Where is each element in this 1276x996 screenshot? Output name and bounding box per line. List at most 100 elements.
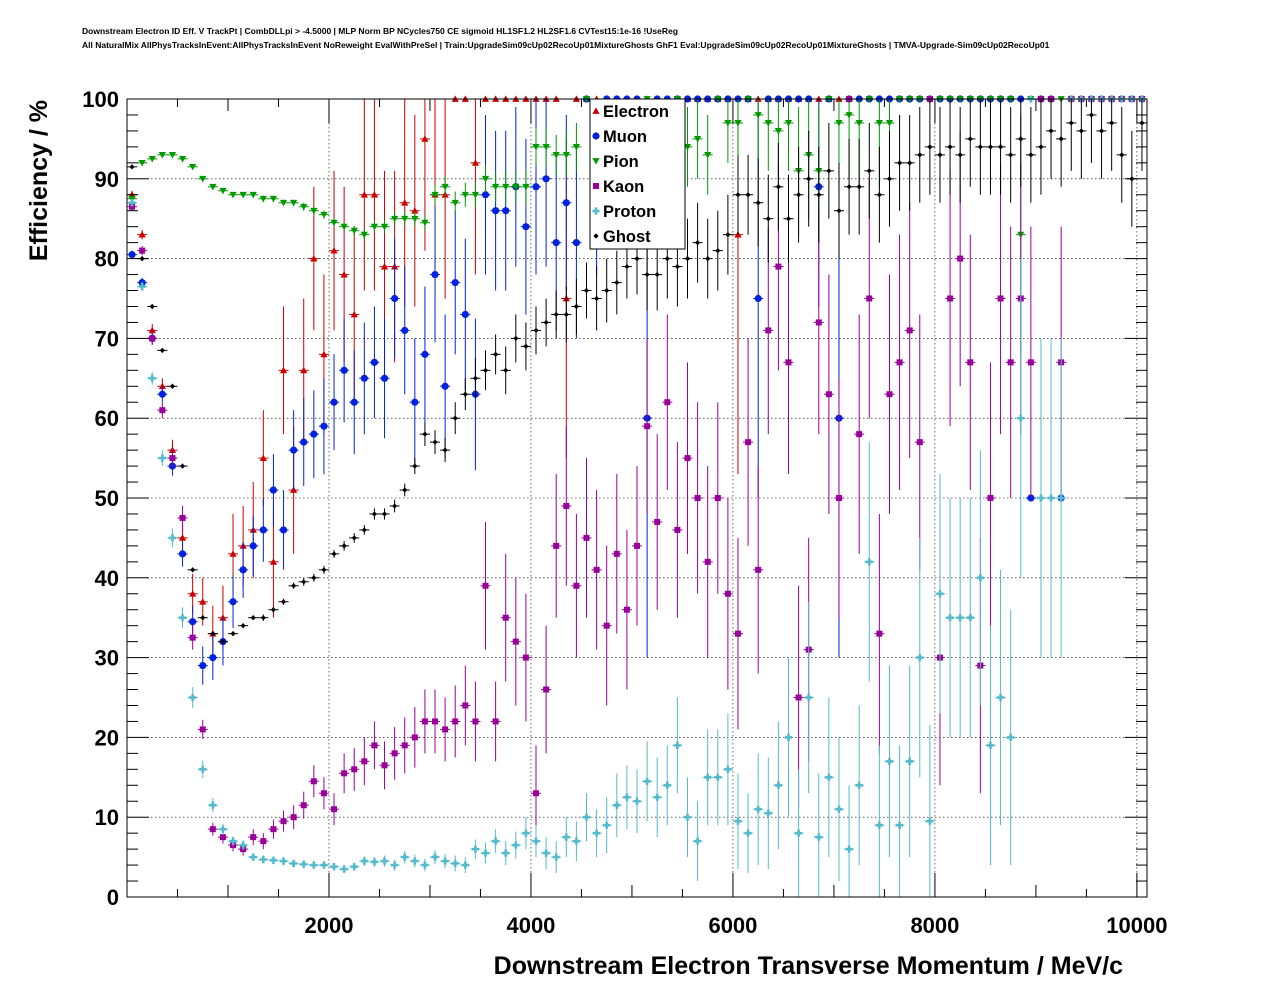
- proton-point: [744, 829, 752, 837]
- ghost-point: [200, 615, 206, 621]
- pion-point: [411, 215, 419, 223]
- electron-point: [421, 135, 429, 142]
- kaon-point: [825, 391, 832, 398]
- ghost-point: [1109, 120, 1115, 126]
- kaon-point: [866, 295, 873, 302]
- proton-point: [956, 614, 964, 622]
- electron-point: [330, 247, 338, 254]
- proton-point: [320, 861, 328, 869]
- pion-point: [320, 211, 328, 219]
- kaon-point: [644, 423, 651, 430]
- kaon-point: [432, 718, 439, 725]
- proton-point: [683, 813, 692, 821]
- kaon-point: [714, 495, 721, 501]
- ghost-point: [392, 503, 398, 509]
- proton-point: [360, 857, 368, 865]
- proton-point: [613, 801, 621, 809]
- proton-point: [875, 821, 883, 829]
- proton-point: [310, 861, 318, 869]
- proton-point: [966, 614, 974, 622]
- muon-point: [461, 310, 469, 319]
- ghost-point: [351, 535, 357, 541]
- kaon-point: [603, 622, 610, 629]
- kaon-point: [179, 514, 186, 521]
- kaon-point: [755, 566, 762, 573]
- pion-point: [158, 151, 166, 159]
- muon-point: [330, 398, 338, 406]
- legend-label-electron: Electron: [603, 103, 669, 121]
- proton-point: [582, 813, 591, 821]
- muon-point: [128, 251, 136, 259]
- kaon-point: [219, 834, 226, 841]
- proton-point: [623, 793, 631, 801]
- proton-point: [158, 454, 166, 462]
- muon-point: [178, 550, 187, 558]
- kaon-point: [916, 439, 923, 446]
- legend-marker-ghost: [593, 233, 599, 239]
- legend-label-kaon: Kaon: [603, 178, 644, 196]
- y-tick-label: 70: [95, 326, 119, 351]
- proton-point: [805, 693, 813, 702]
- proton-point: [330, 863, 338, 871]
- kaon-point: [553, 542, 560, 549]
- ghost-point: [795, 192, 802, 198]
- ghost-point: [1048, 128, 1054, 134]
- proton-point: [825, 773, 833, 781]
- pion-point: [764, 120, 772, 127]
- kaon-point: [341, 770, 348, 777]
- ghost-point: [563, 311, 569, 318]
- ghost-point: [533, 327, 539, 334]
- ghost-point: [856, 184, 862, 190]
- ghost-point: [472, 375, 479, 381]
- ghost-point: [1119, 152, 1125, 158]
- proton-point: [532, 837, 540, 845]
- kaon-point: [785, 359, 792, 366]
- pion-point: [542, 144, 550, 151]
- ghost-point: [735, 192, 741, 198]
- ghost-point: [604, 287, 610, 294]
- ghost-point: [594, 295, 600, 302]
- ghost-point: [705, 256, 711, 262]
- proton-point: [653, 793, 661, 801]
- ghost-point: [957, 152, 963, 158]
- ghost-point: [1008, 152, 1014, 158]
- kaon-point: [522, 654, 529, 661]
- proton-point: [340, 865, 348, 873]
- proton-point: [148, 374, 156, 382]
- kaon-point: [1027, 359, 1034, 366]
- proton-point: [906, 757, 914, 765]
- proton-point: [774, 781, 782, 789]
- muon-point: [370, 358, 379, 366]
- ghost-point: [412, 463, 418, 469]
- proton-point: [855, 781, 863, 789]
- x-tick-label: 10000: [1106, 913, 1167, 938]
- kaon-point: [533, 790, 540, 797]
- ghost-point: [422, 431, 428, 437]
- proton-point: [431, 853, 439, 861]
- ghost-point: [866, 168, 872, 174]
- kaon-point: [1007, 359, 1014, 366]
- plot-header-line-2: All NaturalMix AllPhysTracksInEvent:AllP…: [82, 40, 1050, 50]
- ghost-point: [321, 567, 327, 573]
- legend-box: [589, 98, 686, 250]
- kaon-point: [876, 630, 883, 637]
- proton-point: [885, 757, 894, 765]
- proton-point: [199, 765, 207, 773]
- electron-point: [158, 382, 166, 390]
- pion-point: [259, 195, 267, 203]
- muon-point: [199, 661, 207, 670]
- legend-marker-pion: [592, 158, 600, 165]
- kaon-point: [189, 634, 196, 641]
- electron-point: [259, 454, 267, 461]
- pion-point: [279, 199, 288, 207]
- kaon-point: [462, 702, 469, 709]
- pion-point: [391, 215, 399, 223]
- ghost-point: [442, 447, 448, 453]
- legend-label-ghost: Ghost: [603, 228, 651, 246]
- proton-point: [370, 858, 379, 866]
- muon-point: [421, 350, 429, 358]
- ghost-point: [1058, 136, 1064, 142]
- y-tick-label: 0: [107, 885, 119, 910]
- electron-point: [471, 159, 480, 166]
